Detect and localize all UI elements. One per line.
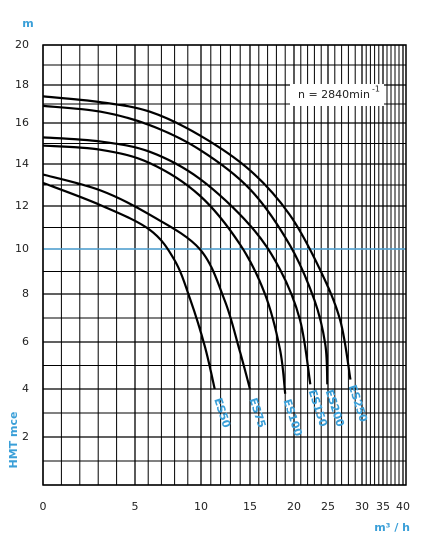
y-tick-label: 4 xyxy=(22,382,29,395)
x-tick-label: 15 xyxy=(243,500,257,513)
y-tick-label: 10 xyxy=(15,242,29,255)
y-tick-label: 12 xyxy=(15,199,29,212)
x-tick-label: 25 xyxy=(321,500,335,513)
annotation-sup: -1 xyxy=(372,85,380,94)
y-tick-label: 2 xyxy=(22,430,29,443)
grid xyxy=(42,44,406,486)
y-tick-label: 18 xyxy=(15,78,29,91)
pump-curve xyxy=(42,181,216,390)
pump-curve xyxy=(42,173,252,390)
x-tick-label: 30 xyxy=(355,500,369,513)
x-axis-label: m³ / h xyxy=(374,521,410,534)
x-tick-label: 0 xyxy=(40,500,47,513)
x-tick-label: 10 xyxy=(194,500,208,513)
pump-curve xyxy=(42,136,312,385)
x-tick-label: 40 xyxy=(396,500,410,513)
y-axis-label: HMT mce xyxy=(7,412,20,469)
annotation: n = 2840min xyxy=(298,88,370,101)
pump-curve xyxy=(42,144,287,394)
annotation-box xyxy=(290,84,384,106)
y-tick-label: 16 xyxy=(15,116,29,129)
pump-curve xyxy=(42,104,329,385)
x-tick-label: 35 xyxy=(376,500,390,513)
pump-curve xyxy=(42,95,352,380)
y-tick-label: 14 xyxy=(15,157,29,170)
plot-frame xyxy=(42,44,407,486)
x-tick-label: 5 xyxy=(132,500,139,513)
y-tick-label: 6 xyxy=(22,335,29,348)
x-tick-label: 20 xyxy=(287,500,301,513)
y-tick-label: 8 xyxy=(22,287,29,300)
y-unit: m xyxy=(22,17,33,30)
y-tick-label: 20 xyxy=(15,38,29,51)
